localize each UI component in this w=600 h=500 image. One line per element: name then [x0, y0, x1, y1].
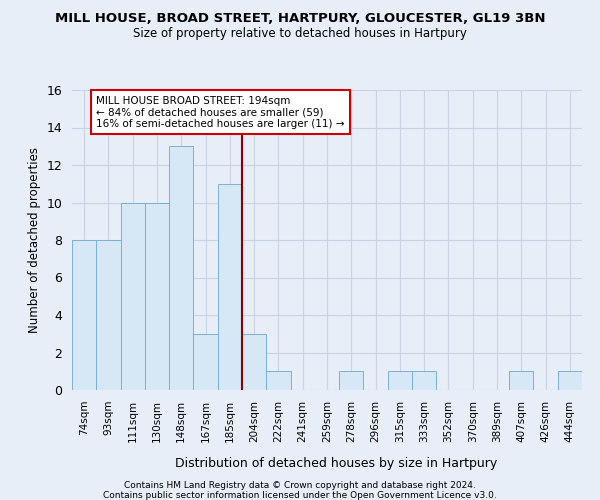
Text: MILL HOUSE BROAD STREET: 194sqm
← 84% of detached houses are smaller (59)
16% of: MILL HOUSE BROAD STREET: 194sqm ← 84% of…	[96, 96, 345, 129]
Bar	[339, 371, 364, 390]
Text: Contains HM Land Registry data © Crown copyright and database right 2024.: Contains HM Land Registry data © Crown c…	[124, 481, 476, 490]
Bar	[412, 371, 436, 390]
Bar	[96, 240, 121, 390]
Bar	[388, 371, 412, 390]
Text: Distribution of detached houses by size in Hartpury: Distribution of detached houses by size …	[175, 458, 497, 470]
Bar	[509, 371, 533, 390]
Bar	[169, 146, 193, 390]
Text: MILL HOUSE, BROAD STREET, HARTPURY, GLOUCESTER, GL19 3BN: MILL HOUSE, BROAD STREET, HARTPURY, GLOU…	[55, 12, 545, 26]
Bar	[121, 202, 145, 390]
Bar	[72, 240, 96, 390]
Bar	[266, 371, 290, 390]
Bar	[242, 334, 266, 390]
Text: Size of property relative to detached houses in Hartpury: Size of property relative to detached ho…	[133, 28, 467, 40]
Bar	[145, 202, 169, 390]
Bar	[218, 184, 242, 390]
Bar	[558, 371, 582, 390]
Y-axis label: Number of detached properties: Number of detached properties	[28, 147, 41, 333]
Text: Contains public sector information licensed under the Open Government Licence v3: Contains public sector information licen…	[103, 491, 497, 500]
Bar	[193, 334, 218, 390]
